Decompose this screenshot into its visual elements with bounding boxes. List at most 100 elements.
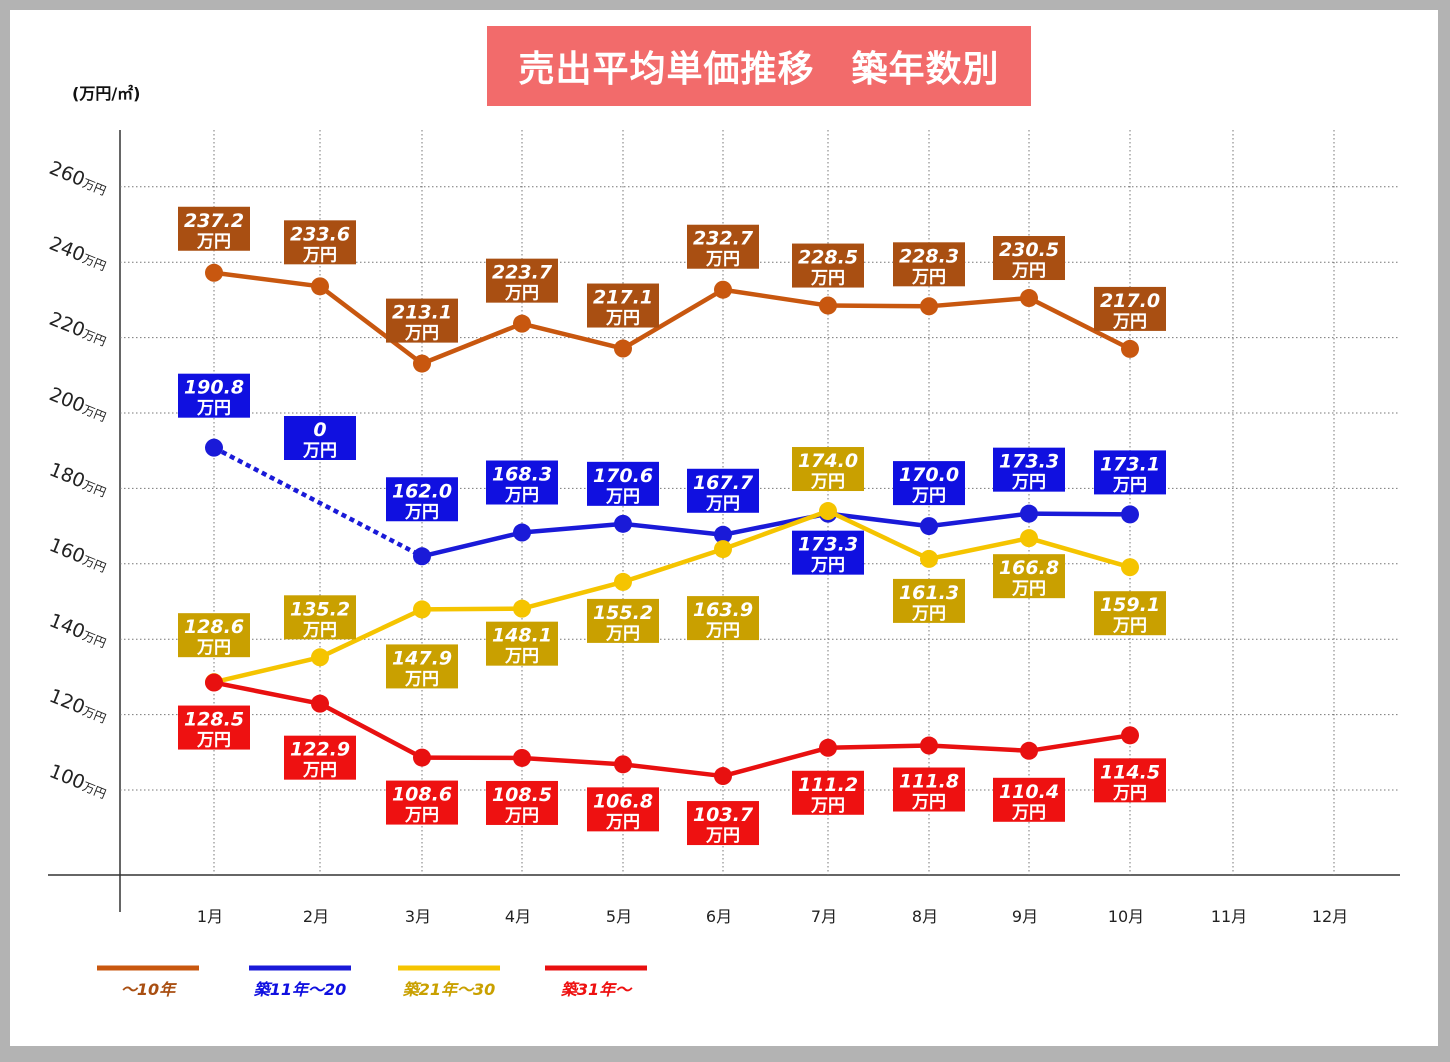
- series-line-segment: [317, 284, 425, 366]
- data-label-box: [386, 298, 458, 343]
- data-label-unit: 万円: [302, 761, 337, 781]
- data-label-box: [1094, 591, 1166, 636]
- series-line-segment: [419, 530, 525, 559]
- x-tick-label: 1月: [197, 907, 223, 926]
- data-label-box: [284, 220, 356, 265]
- data-label-value: 173.3: [999, 451, 1059, 473]
- data-point: [614, 514, 632, 533]
- data-label-value: 111.8: [899, 771, 959, 793]
- data-label-unit: 万円: [911, 793, 946, 813]
- data-label-box: [993, 777, 1065, 822]
- series-line-segment: [926, 743, 1032, 754]
- data-label-box: [993, 236, 1065, 281]
- data-label-box: [1094, 450, 1166, 495]
- y-tick-label: 220万円: [46, 308, 110, 351]
- y-unit-label: (万円/㎡): [72, 84, 141, 103]
- series-line-segment: [317, 701, 425, 760]
- y-tick-unit: 万円: [81, 402, 109, 424]
- data-label-unit: 万円: [302, 245, 337, 265]
- series-line-segment: [825, 511, 932, 529]
- data-point: [413, 547, 431, 566]
- data-point: [614, 339, 632, 358]
- data-label-value: 108.5: [492, 784, 552, 806]
- data-label-unit: 万円: [810, 556, 845, 576]
- data-label-unit: 万円: [810, 796, 845, 816]
- series-dashed-segment: [212, 445, 424, 559]
- y-tick-unit: 万円: [81, 553, 109, 575]
- data-point: [1020, 529, 1038, 548]
- data-label-box: [284, 735, 356, 780]
- data-label-unit: 万円: [605, 309, 640, 329]
- data-label-unit: 万円: [705, 621, 740, 641]
- data-label-box: [486, 621, 558, 666]
- data-label-value: 122.9: [290, 739, 350, 761]
- data-label-value: 106.8: [593, 790, 653, 812]
- data-label-box: [893, 578, 965, 623]
- data-label-unit: 万円: [1112, 475, 1147, 495]
- data-label-value: 128.5: [184, 709, 244, 731]
- y-tick-unit: 万円: [81, 327, 109, 349]
- data-label-value: 228.3: [899, 245, 959, 267]
- data-label-value: 190.8: [184, 377, 244, 399]
- series-line-segment: [519, 579, 626, 611]
- data-label-value: 159.1: [1100, 594, 1160, 616]
- data-label-box: [386, 644, 458, 689]
- data-point: [614, 572, 632, 591]
- data-label-unit: 万円: [1011, 579, 1046, 599]
- data-label-unit: 万円: [605, 812, 640, 832]
- data-label-unit: 万円: [504, 284, 539, 304]
- x-tick-label: 9月: [1012, 907, 1038, 926]
- series-line-segment: [720, 287, 831, 308]
- series-line-segment: [519, 321, 626, 351]
- y-tick-unit: 万円: [81, 779, 109, 801]
- series-line-segment: [519, 521, 626, 535]
- y-tick-unit: 万円: [81, 478, 109, 500]
- data-label-unit: 万円: [196, 731, 231, 751]
- data-label-unit: 万円: [504, 806, 539, 826]
- chart-title: 売出平均単価推移 築年数別: [518, 49, 1000, 90]
- data-point: [1121, 505, 1139, 524]
- x-tick-label: 2月: [303, 907, 329, 926]
- data-label-unit: 万円: [196, 399, 231, 419]
- data-label-value: 173.1: [1100, 453, 1160, 475]
- series-line-segment: [720, 745, 831, 779]
- series-line-segment: [519, 755, 626, 767]
- series-line-segment: [926, 535, 1032, 562]
- data-point: [920, 517, 938, 536]
- data-label-box: [893, 767, 965, 812]
- series-line-segment: [620, 546, 726, 585]
- series-line-segment: [825, 303, 932, 309]
- data-point: [311, 694, 329, 713]
- data-label-value: 230.5: [999, 239, 1059, 261]
- data-label-value: 228.5: [798, 247, 858, 269]
- series-line-segment: [1026, 535, 1133, 570]
- data-label-unit: 万円: [302, 441, 337, 461]
- data-label-unit: 万円: [504, 486, 539, 506]
- data-point: [714, 767, 732, 786]
- data-point: [513, 748, 531, 767]
- data-label-value: 217.0: [1100, 290, 1160, 312]
- data-point: [819, 738, 837, 757]
- data-point: [413, 354, 431, 373]
- data-label-box: [792, 770, 864, 815]
- data-label-value: 213.1: [392, 302, 452, 324]
- data-label-value: 103.7: [693, 804, 754, 826]
- series-line-segment: [926, 511, 1032, 529]
- series-line-segment: [825, 508, 932, 562]
- data-point: [413, 600, 431, 619]
- data-label-box: [687, 468, 759, 513]
- data-point: [714, 525, 732, 544]
- y-tick-unit: 万円: [81, 629, 109, 651]
- data-label-value: 170.0: [899, 464, 959, 486]
- data-label-box: [893, 242, 965, 287]
- data-point: [205, 438, 223, 457]
- data-point: [920, 736, 938, 755]
- y-tick-label: 160万円: [46, 534, 110, 577]
- data-point: [205, 673, 223, 692]
- data-label-value: 173.3: [798, 534, 858, 556]
- series-line-segment: [1026, 295, 1133, 352]
- data-point: [1121, 558, 1139, 577]
- data-label-unit: 万円: [1112, 783, 1147, 803]
- data-label-value: 114.5: [1100, 761, 1160, 783]
- y-tick-label: 140万円: [46, 609, 110, 652]
